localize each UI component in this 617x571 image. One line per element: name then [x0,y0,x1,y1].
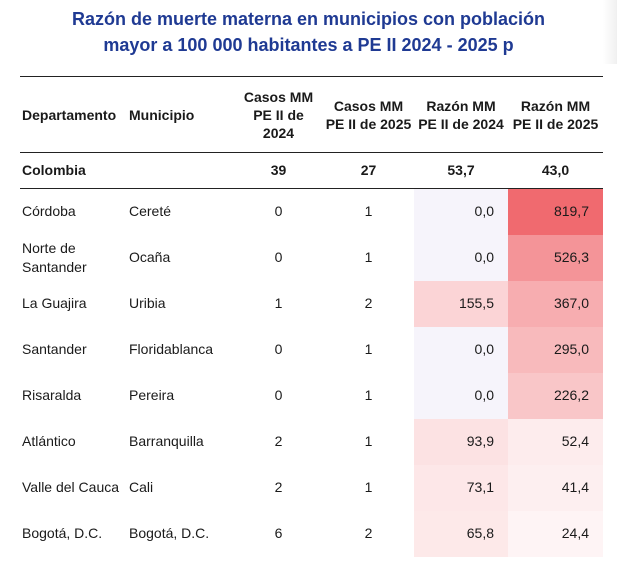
cell-casos-2024: 2 [274,479,283,495]
cell-razon-2025: 24,4 [508,510,603,557]
cell-casos-2024: 6 [274,525,283,541]
cell-municipio: Bogotá, D.C. [129,525,210,541]
cell-departamento: Santander [22,341,87,357]
cell-municipio: Cali [129,479,154,495]
cell-razon-2025: 52,4 [508,418,603,465]
cell-razon-2024: 73,1 [414,464,508,511]
header-municipio: Municipio [127,76,234,153]
table-row: Norte de Santander Ocaña 0 1 0,0 526,3 [20,234,603,281]
table-row: Córdoba Cereté 0 1 0,0 819,7 [20,188,603,235]
cell-municipio: Cereté [129,203,172,220]
total-razon-2024: 53,7 [414,152,508,189]
title-line-1: Razón de muerte materna en municipios co… [71,9,546,29]
page-title: Razón de muerte materna en municipios co… [0,6,617,58]
cell-casos-2025: 2 [364,525,373,541]
cell-casos-2024: 0 [274,249,283,265]
cell-departamento: Norte de Santander [22,239,87,275]
cell-casos-2025: 1 [364,249,373,265]
maternal-mortality-table: Departamento Municipio Casos MM PE II de… [20,76,603,557]
total-row: Colombia 39 27 53,7 43,0 [20,152,603,189]
cell-razon-2025: 41,4 [508,464,603,511]
cell-casos-2025: 1 [364,479,373,495]
total-razon-2025: 43,0 [508,152,603,189]
total-departamento: Colombia [20,152,127,189]
cell-casos-2025: 1 [364,387,373,403]
header-departamento: Departamento [20,76,127,153]
total-casos-2025: 27 [323,152,414,189]
table-row: Santander Floridablanca 0 1 0,0 295,0 [20,326,603,373]
cell-razon-2024: 0,0 [414,372,508,419]
cell-razon-2024: 0,0 [414,326,508,373]
header-razon-2025: Razón MM PE II de 2025 [508,76,603,153]
cell-razon-2024: 65,8 [414,510,508,557]
table-row: Valle del Cauca Cali 2 1 73,1 41,4 [20,464,603,511]
header-row: Departamento Municipio Casos MM PE II de… [20,76,603,153]
cell-casos-2024: 2 [274,433,283,449]
header-razon-2024: Razón MM PE II de 2024 [414,76,508,153]
cell-razon-2025: 226,2 [508,372,603,419]
cell-casos-2024: 0 [274,203,283,220]
table-row: Bogotá, D.C. Bogotá, D.C. 6 2 65,8 24,4 [20,510,603,557]
cell-razon-2025: 295,0 [508,326,603,373]
cell-casos-2025: 2 [364,295,373,311]
cell-municipio: Barranquilla [129,433,204,449]
cell-municipio: Floridablanca [129,341,214,357]
table-row: La Guajira Uribia 1 2 155,5 367,0 [20,280,603,327]
cell-casos-2024: 0 [274,387,283,403]
cell-razon-2024: 155,5 [414,280,508,327]
cell-departamento: Valle del Cauca [22,479,120,495]
cell-municipio: Ocaña [129,249,171,265]
cell-razon-2024: 0,0 [414,188,508,235]
cell-razon-2025: 819,7 [508,188,603,235]
cell-razon-2025: 367,0 [508,280,603,327]
table-row: Risaralda Pereira 0 1 0,0 226,2 [20,372,603,419]
cell-casos-2024: 0 [274,341,283,357]
cell-casos-2025: 1 [364,203,373,220]
total-municipio [127,152,234,189]
cell-casos-2024: 1 [274,295,283,311]
total-casos-2024: 39 [234,152,323,189]
cell-razon-2024: 0,0 [414,234,508,281]
cell-departamento: Bogotá, D.C. [22,525,103,541]
edge-shadow [603,0,617,64]
cell-casos-2025: 1 [364,433,373,449]
cell-municipio: Uribia [129,295,166,311]
cell-casos-2025: 1 [364,341,373,357]
title-line-2: mayor a 100 000 habitantes a PE II 2024 … [103,35,514,55]
cell-municipio: Pereira [129,387,175,403]
table-row: Atlántico Barranquilla 2 1 93,9 52,4 [20,418,603,465]
cell-departamento: Risaralda [22,387,82,403]
cell-departamento: La Guajira [22,295,87,311]
cell-departamento: Córdoba [22,203,76,220]
cell-razon-2024: 93,9 [414,418,508,465]
cell-departamento: Atlántico [22,433,76,449]
header-casos-2025: Casos MM PE II de 2025 [323,76,414,153]
header-casos-2024: Casos MM PE II de 2024 [234,76,323,153]
cell-razon-2025: 526,3 [508,234,603,281]
